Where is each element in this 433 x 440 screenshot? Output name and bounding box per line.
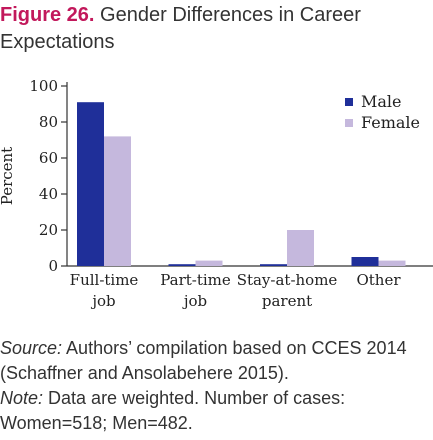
x-tick-label: Stay-at-home — [237, 271, 338, 289]
legend-label-male: Male — [361, 92, 402, 111]
legend-swatch-female — [345, 119, 353, 127]
figure-label: Figure 26. — [0, 4, 95, 26]
y-axis-label: Percent — [0, 147, 16, 205]
x-tick-label: Other — [356, 271, 401, 289]
bar-female — [378, 260, 406, 266]
note-text: Data are weighted. Number of cases: Wome… — [0, 388, 346, 433]
source-note: Source: Authors’ compilation based on CC… — [0, 336, 430, 386]
bar-chart: 0 20 40 60 80 100 Percent Full-time job Part-time… — [0, 77, 433, 310]
y-tick-label: 0 — [48, 257, 58, 275]
note-label: Note: — [0, 388, 44, 408]
x-tick-label: job — [182, 292, 207, 310]
legend-swatch-male — [345, 98, 353, 106]
legend-label-female: Female — [361, 113, 420, 132]
data-note: Note: Data are weighted. Number of cases… — [0, 386, 430, 436]
figure-notes: Source: Authors’ compilation based on CC… — [0, 336, 430, 436]
y-tick-label: 100 — [29, 77, 58, 95]
bar-male — [260, 264, 287, 266]
figure-title-text: Gender Differences in Career Expectation… — [0, 4, 361, 53]
x-tick-label: job — [90, 292, 115, 310]
x-tick-label: parent — [262, 292, 312, 310]
bar-female — [104, 136, 131, 266]
bar-male — [77, 102, 104, 266]
bar-male — [351, 257, 379, 266]
y-tick-label: 80 — [39, 113, 58, 131]
bar-female — [195, 260, 223, 266]
bar-male — [168, 264, 196, 266]
y-tick-label: 60 — [39, 149, 58, 167]
source-text: Authors’ compilation based on CCES 2014 … — [0, 338, 407, 383]
x-tick-label: Part-time — [160, 271, 231, 289]
figure-title: Figure 26. Gender Differences in Career … — [0, 2, 430, 56]
bar-female — [287, 230, 314, 266]
x-tick-label: Full-time — [70, 271, 139, 289]
y-tick-label: 40 — [39, 185, 58, 203]
y-tick-label: 20 — [39, 221, 58, 239]
source-label: Source: — [0, 338, 63, 358]
